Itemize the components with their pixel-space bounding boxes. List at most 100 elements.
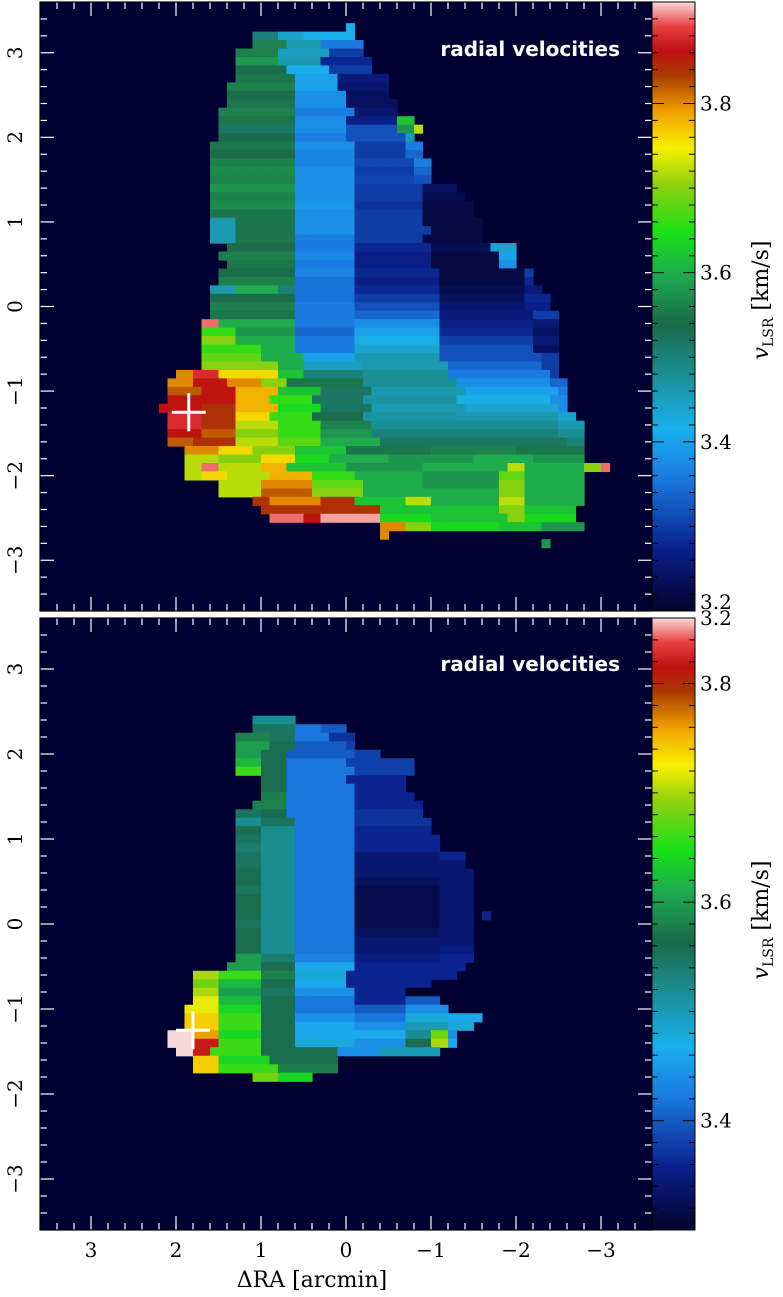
map-cell bbox=[507, 437, 517, 447]
map-cell bbox=[473, 378, 483, 388]
map-cell bbox=[286, 353, 296, 363]
map-cell bbox=[490, 386, 500, 396]
map-cell bbox=[252, 310, 262, 320]
map-cell bbox=[337, 851, 347, 861]
map-cell bbox=[261, 902, 271, 912]
map-cell bbox=[312, 302, 322, 312]
map-cell bbox=[303, 454, 313, 464]
map-cell bbox=[465, 361, 475, 371]
map-cell bbox=[286, 116, 296, 126]
map-cell bbox=[235, 378, 245, 388]
map-cell bbox=[354, 226, 364, 236]
map-cell bbox=[439, 429, 449, 439]
map-cell bbox=[244, 429, 254, 439]
map-cell bbox=[567, 479, 577, 489]
map-cell bbox=[261, 336, 271, 346]
map-cell bbox=[303, 902, 313, 912]
map-cell bbox=[303, 133, 313, 143]
map-cell bbox=[286, 124, 296, 134]
map-cell bbox=[422, 420, 432, 430]
y-tick-label: 3 bbox=[3, 663, 27, 676]
map-cell bbox=[490, 259, 500, 270]
map-cell bbox=[278, 885, 288, 895]
map-cell bbox=[286, 800, 296, 810]
map-cell bbox=[252, 446, 262, 456]
map-cell bbox=[371, 809, 381, 819]
map-cell bbox=[567, 513, 577, 523]
map-cell bbox=[516, 412, 526, 422]
map-cell bbox=[456, 361, 466, 371]
map-cell bbox=[448, 403, 458, 413]
map-cell bbox=[261, 56, 271, 67]
map-cell bbox=[516, 471, 526, 481]
map-cell bbox=[227, 285, 237, 295]
map-cell bbox=[499, 403, 509, 413]
map-cell bbox=[261, 792, 271, 802]
map-cell bbox=[312, 150, 322, 160]
map-cell bbox=[244, 860, 254, 870]
map-cell bbox=[371, 82, 381, 92]
map-cell bbox=[541, 437, 551, 447]
map-cell bbox=[261, 945, 271, 955]
map-cell bbox=[278, 150, 288, 160]
map-cell bbox=[312, 766, 322, 776]
map-cell bbox=[295, 31, 305, 41]
map-cell bbox=[244, 902, 254, 912]
map-cell bbox=[218, 1055, 228, 1065]
map-cell bbox=[524, 276, 534, 286]
map-cell bbox=[320, 911, 330, 921]
map-cell bbox=[354, 344, 364, 354]
map-cell bbox=[227, 962, 237, 972]
map-cell bbox=[439, 928, 449, 938]
map-cell bbox=[354, 369, 364, 379]
map-cell bbox=[414, 843, 424, 853]
map-cell bbox=[363, 919, 373, 929]
map-cell bbox=[184, 446, 194, 456]
map-cell bbox=[397, 851, 407, 861]
map-cell bbox=[235, 48, 245, 58]
map-cell bbox=[269, 860, 279, 870]
map-cell bbox=[388, 378, 398, 388]
map-cell bbox=[337, 979, 347, 989]
map-cell bbox=[354, 175, 364, 185]
map-cell bbox=[380, 133, 390, 143]
map-cell bbox=[456, 446, 466, 456]
map-cell bbox=[380, 234, 390, 244]
map-cell bbox=[295, 259, 305, 270]
map-cell bbox=[210, 234, 220, 244]
map-cell bbox=[465, 902, 475, 912]
map-cell bbox=[414, 1013, 424, 1023]
map-cell bbox=[550, 386, 560, 396]
map-cell bbox=[252, 319, 262, 329]
map-cell bbox=[286, 505, 296, 515]
map-cell bbox=[380, 775, 390, 785]
map-cell bbox=[465, 209, 475, 219]
map-cell bbox=[354, 851, 364, 861]
map-cell bbox=[465, 446, 475, 456]
map-cell bbox=[286, 412, 296, 422]
map-cell bbox=[312, 268, 322, 278]
map-cell bbox=[312, 386, 322, 396]
map-cell bbox=[363, 894, 373, 904]
map-cell bbox=[380, 90, 390, 100]
map-cell bbox=[320, 133, 330, 143]
map-cell bbox=[244, 851, 254, 861]
map-cell bbox=[303, 962, 313, 972]
map-cell bbox=[244, 446, 254, 456]
map-cell bbox=[252, 82, 262, 92]
map-cell bbox=[516, 293, 526, 303]
map-cell bbox=[252, 353, 262, 363]
map-cell bbox=[490, 327, 500, 337]
map-cell bbox=[465, 919, 475, 929]
map-cell bbox=[269, 386, 279, 396]
map-cell bbox=[431, 209, 441, 219]
map-cell bbox=[380, 259, 390, 270]
map-cell bbox=[371, 200, 381, 210]
map-cell bbox=[354, 783, 364, 793]
map-cell bbox=[363, 496, 373, 506]
map-cell bbox=[329, 454, 339, 464]
map-cell bbox=[541, 336, 551, 346]
map-cell bbox=[244, 243, 254, 253]
map-cell bbox=[448, 953, 458, 963]
map-cell bbox=[337, 141, 347, 151]
